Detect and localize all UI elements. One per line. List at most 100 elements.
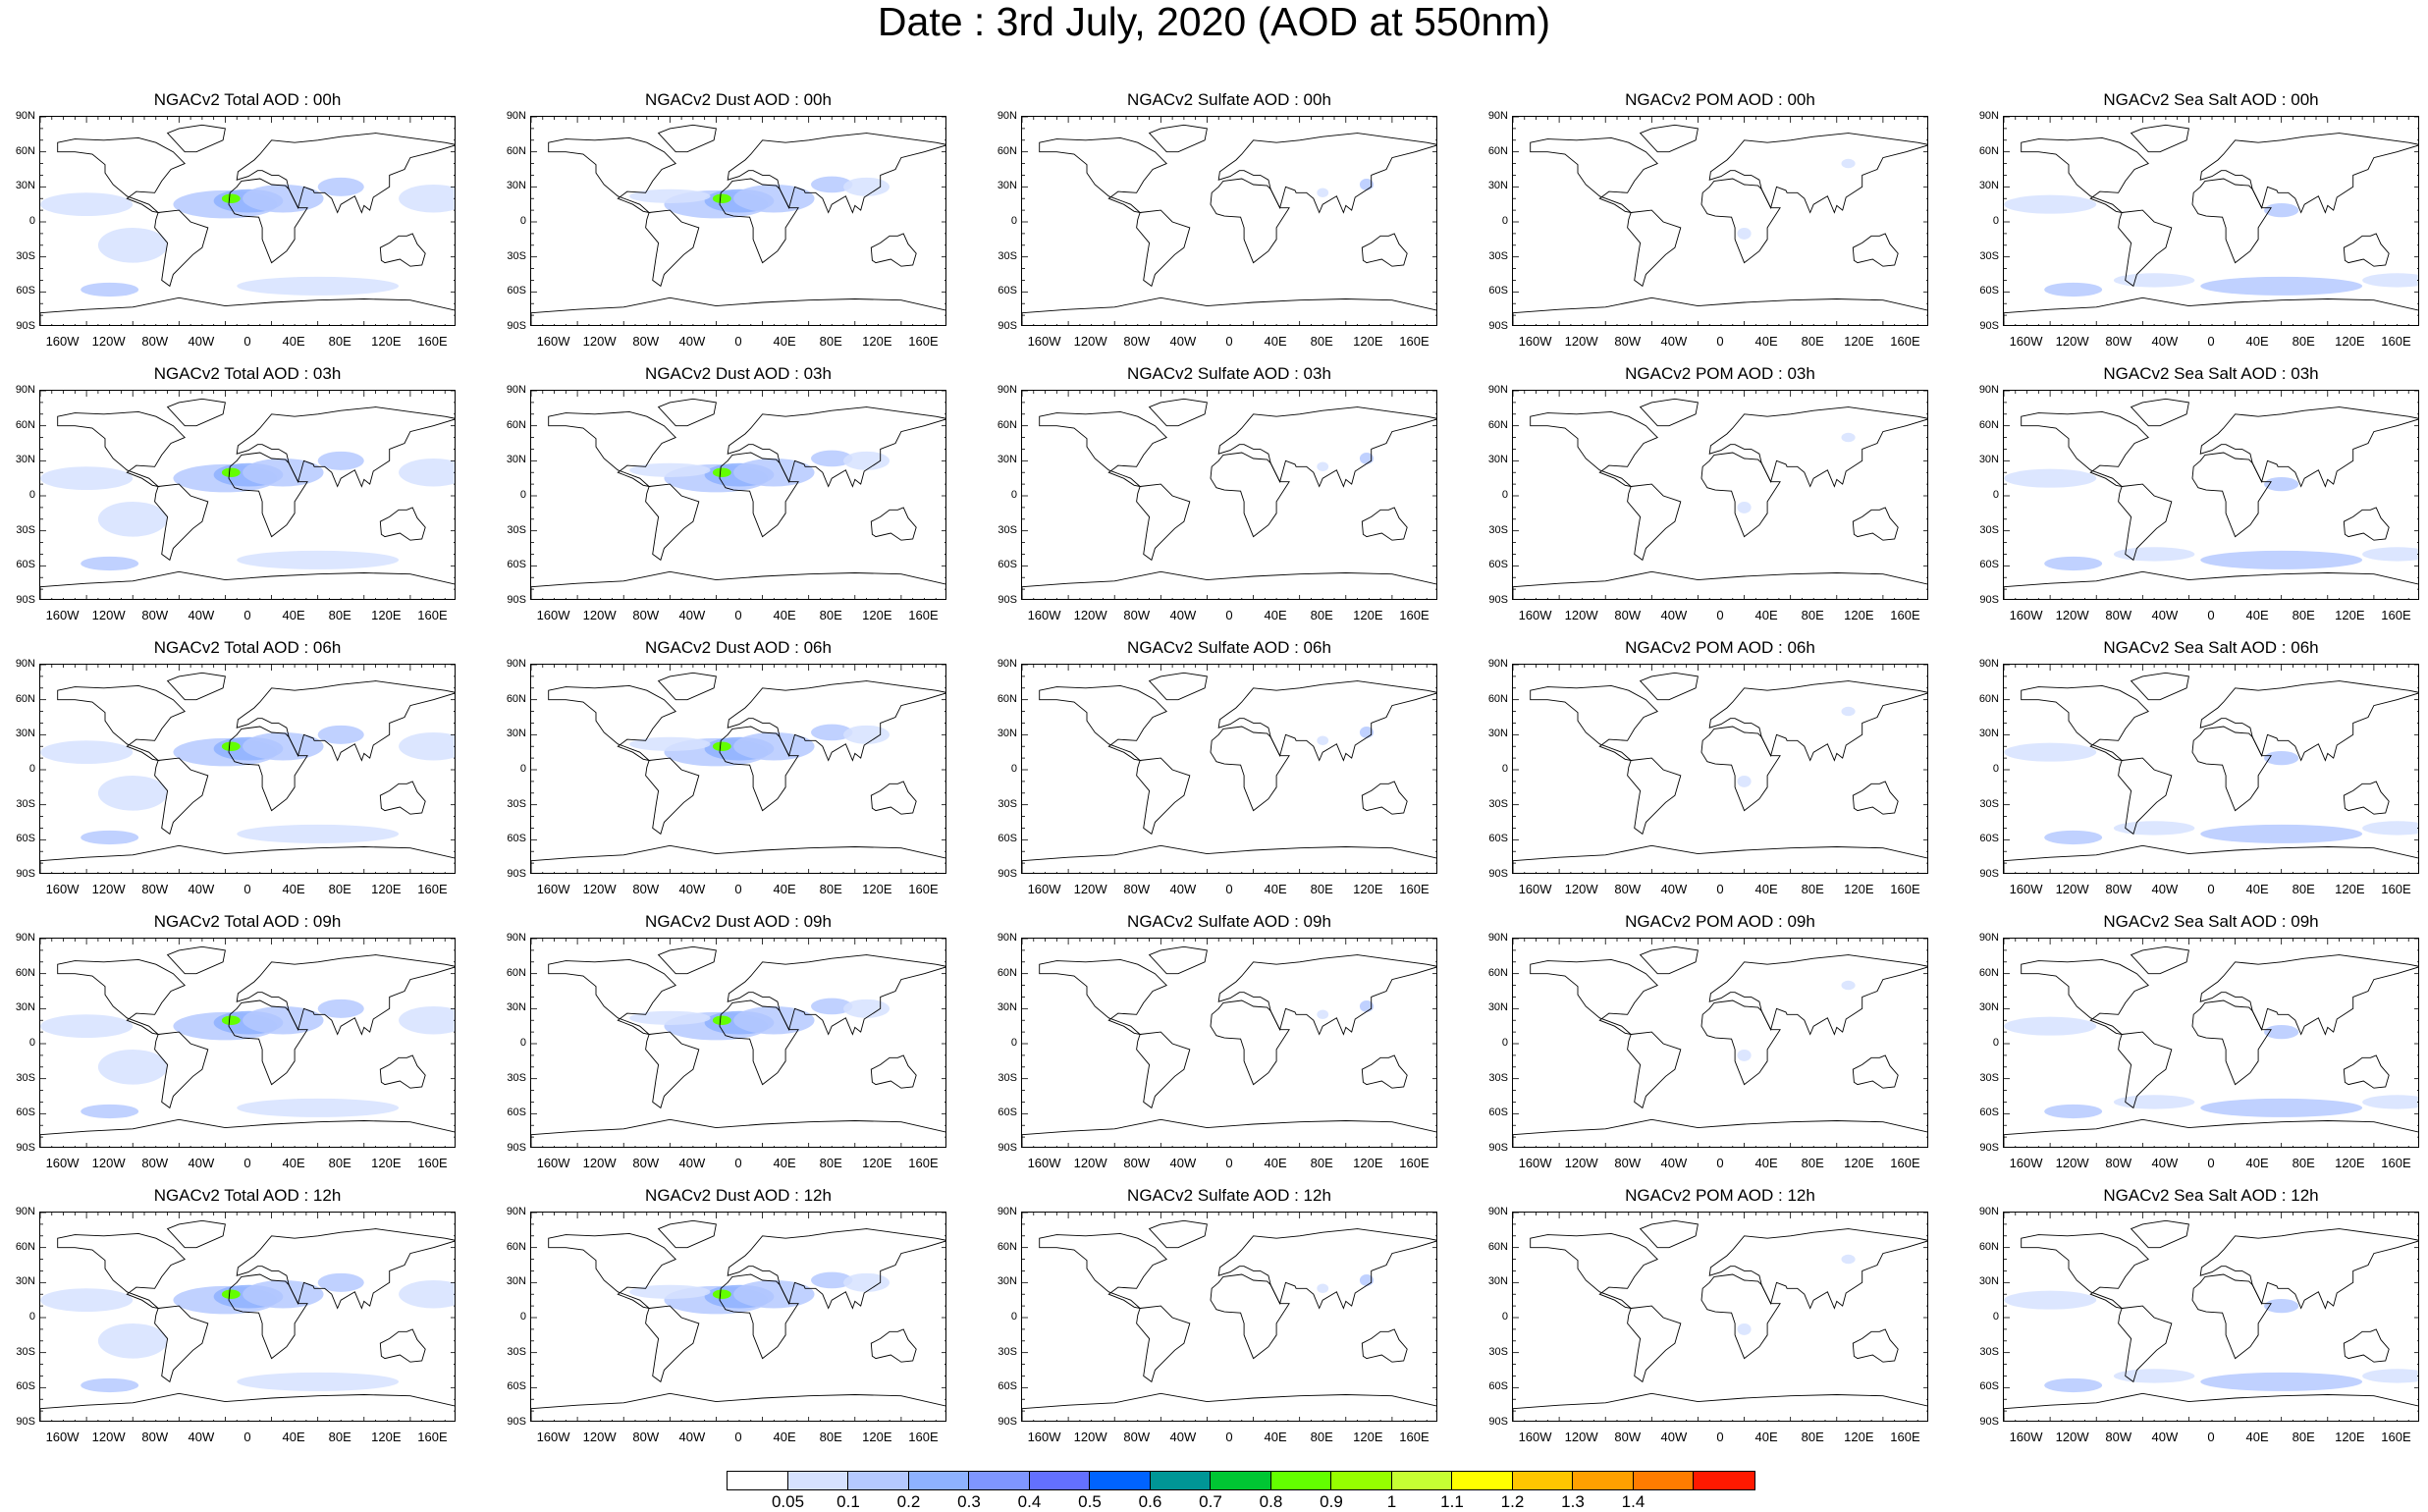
- lat-tick-label: 30N: [1978, 454, 1999, 466]
- coastline-australia: [1361, 1328, 1408, 1363]
- colorbar-swatch: [787, 1472, 848, 1489]
- aod-plume: [317, 177, 364, 196]
- lat-tick-label: 60S: [998, 1380, 1017, 1393]
- lon-tick-label: 0: [243, 608, 251, 622]
- lon-tick-label: 120E: [371, 334, 402, 349]
- coastline-antarctica: [2004, 1118, 2418, 1147]
- panel-title: NGACv2 Dust AOD : 00h: [645, 90, 832, 109]
- coastline-greenland: [166, 1219, 226, 1249]
- coastline-northAmerica: [548, 410, 676, 488]
- lat-tick-label: 0: [28, 1037, 35, 1049]
- aod-plume: [97, 775, 168, 811]
- lat-tick-label: 0: [1992, 1037, 1999, 1049]
- coastline-northAmerica: [2021, 136, 2149, 214]
- lon-tick-label: 40E: [1264, 882, 1287, 896]
- lon-tick-label: 160E: [1399, 882, 1430, 896]
- aod-plume: [629, 189, 711, 203]
- lat-tick-label: 60S: [507, 833, 526, 845]
- lat-tick-label: 30S: [1488, 1071, 1508, 1084]
- coastline-northAmerica: [1039, 410, 1167, 488]
- lon-tick-label: 160W: [2009, 608, 2043, 622]
- aod-map-svg: [2004, 665, 2418, 873]
- lon-tick-label: 80W: [1123, 882, 1151, 896]
- map-panel-dust-4: NGACv2 Dust AOD : 12h 90N 60N 30N 0 30S 60S 90S…: [507, 1186, 946, 1444]
- coastline-australia: [1852, 781, 1899, 815]
- lon-tick-label: 80W: [2105, 608, 2132, 622]
- lon-tick-label: 120E: [2335, 1430, 2365, 1444]
- lat-tick-label: 90S: [16, 1416, 35, 1428]
- lat-tick-label: 30N: [506, 728, 526, 740]
- lat-tick-label: 90S: [16, 868, 35, 880]
- lon-tick-label: 120E: [371, 882, 402, 896]
- lat-tick-label: 60N: [997, 966, 1017, 979]
- coastline-greenland: [657, 945, 717, 975]
- coastline-eurasia: [2199, 1228, 2418, 1310]
- lat-tick-label: 0: [1992, 763, 1999, 775]
- lat-tick-label: 30N: [15, 728, 35, 740]
- lon-tick-label: 40E: [2245, 1430, 2269, 1444]
- lat-tick-label: 90S: [1979, 594, 1999, 606]
- coastline-australia: [2343, 507, 2390, 541]
- map-panel-sulfate-2: NGACv2 Sulfate AOD : 06h 90N 60N 30N 0 30S 60S…: [998, 638, 1437, 896]
- coastline-africa: [1210, 999, 1290, 1086]
- lat-tick-label: 90S: [998, 320, 1017, 332]
- lon-tick-label: 40E: [282, 882, 305, 896]
- aod-plume: [712, 467, 731, 477]
- coastline-eurasia: [236, 954, 455, 1036]
- aod-plume: [2264, 1298, 2299, 1314]
- aod-plume: [712, 193, 731, 203]
- coastline-antarctica: [1022, 297, 1436, 325]
- lon-tick-label: 160E: [417, 334, 448, 349]
- lat-tick-label: 0: [1010, 1311, 1017, 1323]
- aod-plume: [81, 830, 139, 845]
- lat-tick-label: 60S: [1979, 833, 1999, 845]
- lat-tick-label: 90S: [507, 1416, 526, 1428]
- map-panel-dust-1: NGACv2 Dust AOD : 03h 90N 60N 30N 0 30S 60S 90S…: [507, 364, 946, 622]
- lon-tick-label: 160E: [2381, 1156, 2411, 1170]
- aod-map-svg: [1022, 665, 1436, 873]
- colorbar-swatch: [1150, 1472, 1211, 1489]
- coastline-greenland: [1148, 398, 1208, 427]
- lon-tick-label: 0: [243, 1156, 251, 1170]
- lat-tick-label: 0: [519, 763, 526, 775]
- colorbar-tick-label: 0.1: [836, 1492, 860, 1511]
- aod-plume: [221, 1015, 241, 1025]
- coastline-africa: [1700, 1273, 1781, 1360]
- lat-tick-label: 30N: [1978, 180, 1999, 192]
- lat-tick-label: 30S: [507, 523, 526, 536]
- lat-tick-label: 60S: [507, 1380, 526, 1393]
- coastline-africa: [2191, 452, 2272, 538]
- lat-tick-label: 60S: [16, 833, 35, 845]
- lon-tick-label: 40W: [188, 334, 215, 349]
- lon-tick-label: 40W: [2151, 1430, 2179, 1444]
- lon-tick-label: 80W: [1123, 334, 1151, 349]
- lat-tick-label: 30N: [15, 454, 35, 466]
- aod-plume: [1841, 980, 1856, 991]
- colorbar-tick-label: 0.3: [957, 1492, 981, 1511]
- coastline-africa: [1700, 999, 1781, 1086]
- aod-plume: [811, 724, 853, 741]
- lat-tick-label: 60S: [507, 1107, 526, 1119]
- lat-tick-label: 60N: [15, 1240, 35, 1253]
- coastline-southAmerica: [1627, 1031, 1682, 1109]
- lat-tick-label: 90S: [1488, 594, 1508, 606]
- lat-tick-label: 60S: [1488, 559, 1508, 571]
- coastline-greenland: [657, 1219, 717, 1249]
- lon-tick-label: 40W: [678, 608, 706, 622]
- lat-tick-label: 90S: [16, 1142, 35, 1154]
- aod-plume: [2044, 1377, 2103, 1393]
- lon-tick-label: 80E: [1801, 1430, 1824, 1444]
- coastline-eurasia: [2199, 680, 2418, 762]
- lon-tick-label: 120E: [371, 1156, 402, 1170]
- lon-tick-label: 80E: [819, 882, 842, 896]
- coastline-antarctica: [531, 844, 945, 873]
- coastline-australia: [2343, 1328, 2390, 1363]
- lat-tick-label: 30N: [1978, 728, 1999, 740]
- lon-tick-label: 40E: [773, 1156, 796, 1170]
- coastline-greenland: [657, 672, 717, 701]
- coastline-northAmerica: [1039, 1232, 1167, 1310]
- aod-plume: [317, 1272, 364, 1292]
- map-panel-sulfate-4: NGACv2 Sulfate AOD : 12h 90N 60N 30N 0 30S 60S…: [998, 1186, 1437, 1444]
- map-panel-pom-2: NGACv2 POM AOD : 06h 90N 60N 30N 0 30S 60S 90S 1…: [1488, 638, 1928, 896]
- map-panel-pom-3: NGACv2 POM AOD : 09h 90N 60N 30N 0 30S 60S 90S 1…: [1488, 912, 1928, 1170]
